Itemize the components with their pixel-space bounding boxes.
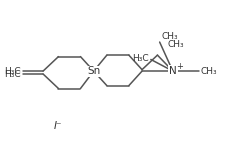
Text: CH₃: CH₃ (167, 40, 184, 49)
Text: N: N (169, 66, 177, 76)
Text: I⁻: I⁻ (54, 121, 63, 131)
Text: Sn: Sn (87, 66, 100, 76)
Text: H₃C: H₃C (5, 70, 21, 78)
Text: H₃C: H₃C (5, 67, 21, 76)
Text: H₃C: H₃C (132, 54, 149, 62)
Text: CH₃: CH₃ (162, 32, 178, 41)
Text: CH₃: CH₃ (200, 67, 217, 76)
Text: +: + (176, 62, 183, 70)
